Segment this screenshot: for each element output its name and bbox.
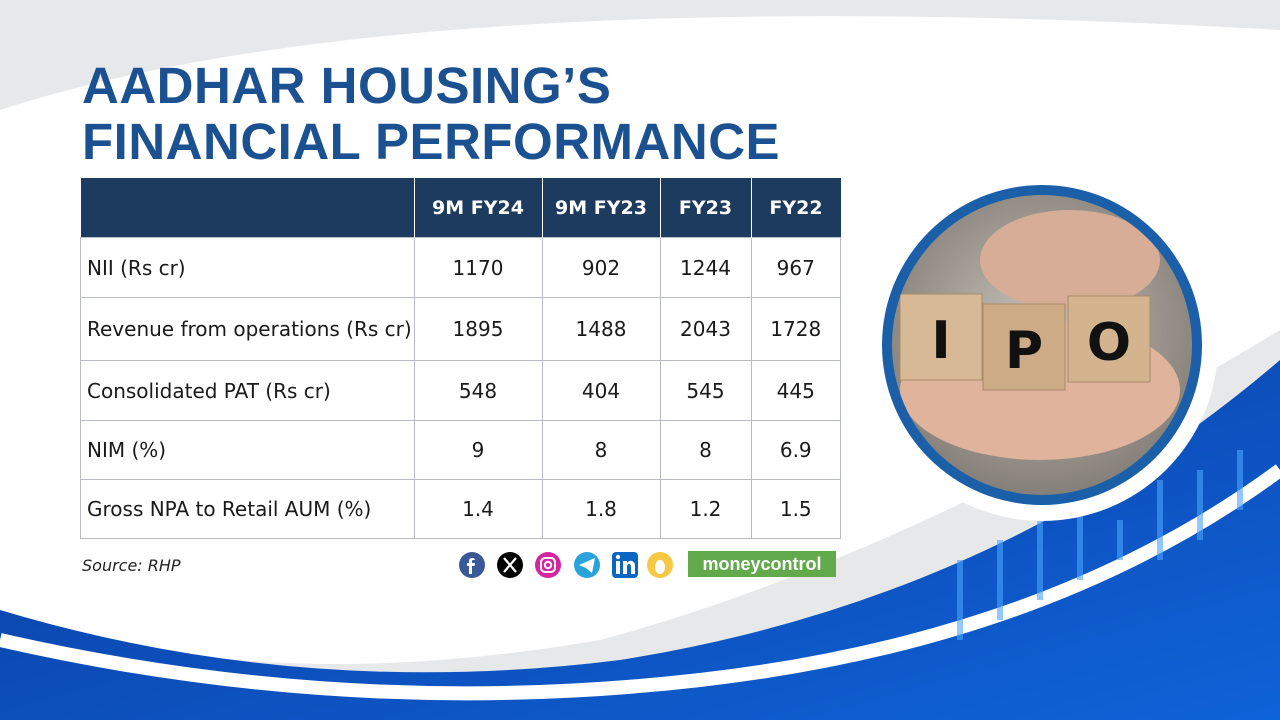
brand-logo: moneycontrol	[688, 551, 836, 577]
row-label: NII (Rs cr)	[80, 237, 415, 298]
cell-value: 8	[659, 420, 752, 480]
cell-value: 1244	[659, 237, 752, 298]
row-label: Gross NPA to Retail AUM (%)	[80, 479, 415, 539]
table-row: NIM (%) 9 8 8 6.9	[80, 420, 841, 480]
header-cell	[80, 178, 414, 238]
block-letter: O	[1087, 313, 1131, 373]
block-letter: I	[931, 311, 950, 371]
cell-value: 445	[750, 360, 841, 421]
cell-value: 404	[541, 360, 661, 421]
row-label: Consolidated PAT (Rs cr)	[80, 360, 415, 421]
header-row: 9M FY24 9M FY23 FY23 FY22	[80, 178, 841, 238]
social-icons	[459, 552, 673, 578]
cell-value: 1.8	[541, 479, 661, 539]
title-line: AADHAR HOUSING’S	[82, 57, 612, 114]
cell-value: 548	[413, 360, 543, 421]
cell-value: 1.5	[750, 479, 841, 539]
cell-value: 967	[750, 237, 841, 298]
cell-value: 545	[659, 360, 752, 421]
title: AADHAR HOUSING’S FINANCIAL PERFORMANCE	[82, 58, 780, 170]
cell-value: 1170	[413, 237, 543, 298]
cell-value: 1895	[413, 297, 543, 361]
table-row: Gross NPA to Retail AUM (%) 1.4 1.8 1.2 1.5	[80, 479, 841, 539]
instagram-icon	[535, 552, 561, 578]
title-line: FINANCIAL PERFORMANCE	[82, 113, 781, 170]
bg-candles	[957, 450, 1243, 640]
cell-value: 2043	[659, 297, 752, 361]
table-row: Revenue from operations (Rs cr) 1895 1488 2…	[80, 297, 841, 361]
bg-stripe	[0, 464, 1280, 701]
table-row: NII (Rs cr) 1170 902 1244 967	[80, 237, 841, 298]
cell-value: 902	[541, 237, 661, 298]
source: Source: RHP	[82, 556, 181, 575]
cell-value: 1.4	[413, 479, 543, 539]
column-header: 9M FY24	[413, 178, 542, 238]
column-header: 9M FY23	[541, 178, 660, 238]
cell-value: 1728	[750, 297, 841, 361]
ipo-photo	[892, 195, 1192, 495]
table-row: Consolidated PAT (Rs cr) 548 404 545 445	[80, 360, 841, 421]
cell-value: 9	[413, 420, 543, 480]
cell-value: 6.9	[750, 420, 841, 480]
cell-value: 8	[541, 420, 661, 480]
block-letter: P	[1005, 321, 1043, 381]
row-label: NIM (%)	[80, 420, 415, 480]
cell-value: 1.2	[659, 479, 752, 539]
row-label: Revenue from operations (Rs cr)	[80, 297, 415, 361]
column-header: FY23	[659, 178, 751, 238]
financial-table: 9M FY24 9M FY23 FY23 FY22 NII (Rs cr) 1170 90…	[80, 178, 841, 539]
cell-value: 1488	[541, 297, 661, 361]
column-header: FY22	[750, 178, 841, 238]
